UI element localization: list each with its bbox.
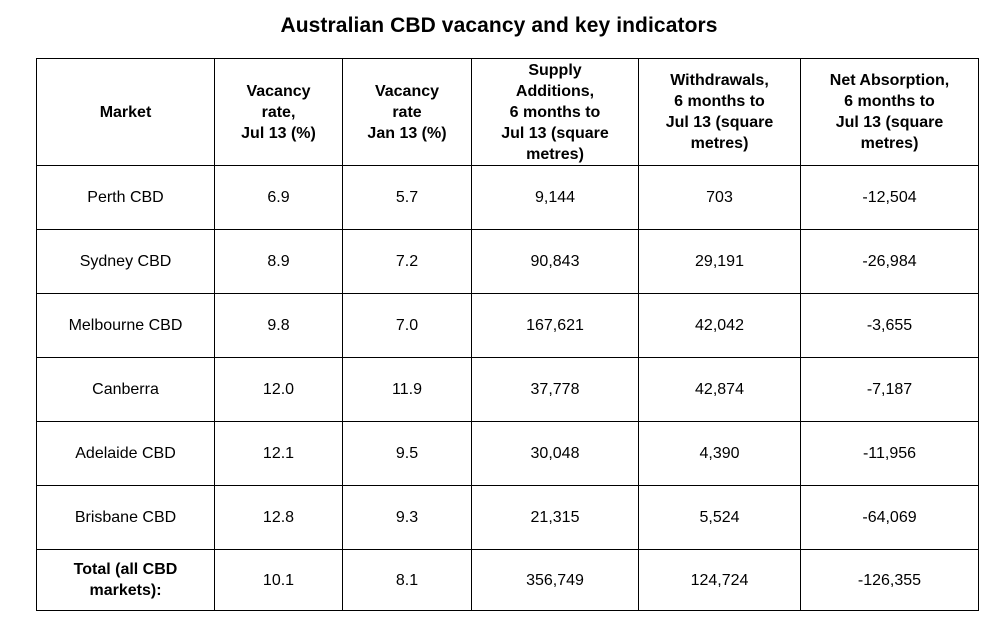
cell-market: Melbourne CBD: [36, 293, 215, 358]
header-supply-additions: Supply Additions, 6 months to Jul 13 (sq…: [471, 58, 639, 166]
cell-market: Sydney CBD: [36, 229, 215, 294]
cell-net-absorption: -26,984: [800, 229, 979, 294]
table-row: Melbourne CBD 9.8 7.0 167,621 42,042 -3,…: [36, 293, 979, 358]
cell-net-absorption: -64,069: [800, 485, 979, 550]
total-row: Total (all CBD markets): 10.1 8.1 356,74…: [36, 549, 979, 611]
cell-vacancy-jul13: 9.8: [214, 293, 343, 358]
cell-withdrawals: 42,042: [638, 293, 801, 358]
cell-vacancy-jul13: 6.9: [214, 165, 343, 230]
cell-net-absorption: -11,956: [800, 421, 979, 486]
cell-net-absorption: -7,187: [800, 357, 979, 422]
table-row: Canberra 12.0 11.9 37,778 42,874 -7,187: [36, 357, 979, 422]
cell-vacancy-jul13: 12.1: [214, 421, 343, 486]
cell-net-absorption: -3,655: [800, 293, 979, 358]
cell-market: Canberra: [36, 357, 215, 422]
cell-total-withdrawals: 124,724: [638, 549, 801, 611]
cell-vacancy-jan13: 9.3: [342, 485, 472, 550]
indicators-table: Market Vacancy rate, Jul 13 (%) Vacancy …: [36, 58, 979, 611]
cell-supply-additions: 9,144: [471, 165, 639, 230]
cell-total-supply-additions: 356,749: [471, 549, 639, 611]
header-row: Market Vacancy rate, Jul 13 (%) Vacancy …: [36, 58, 979, 166]
cell-supply-additions: 90,843: [471, 229, 639, 294]
cell-vacancy-jul13: 12.0: [214, 357, 343, 422]
cell-total-vacancy-jan13: 8.1: [342, 549, 472, 611]
cell-withdrawals: 29,191: [638, 229, 801, 294]
cell-net-absorption: -12,504: [800, 165, 979, 230]
cell-withdrawals: 4,390: [638, 421, 801, 486]
cell-vacancy-jan13: 11.9: [342, 357, 472, 422]
header-vacancy-jan13: Vacancy rate Jan 13 (%): [342, 58, 472, 166]
page-title: Australian CBD vacancy and key indicator…: [280, 14, 718, 37]
cell-supply-additions: 37,778: [471, 357, 639, 422]
cell-vacancy-jan13: 7.2: [342, 229, 472, 294]
cell-vacancy-jan13: 9.5: [342, 421, 472, 486]
cell-vacancy-jan13: 7.0: [342, 293, 472, 358]
header-vacancy-jul13: Vacancy rate, Jul 13 (%): [214, 58, 343, 166]
header-net-absorption: Net Absorption, 6 months to Jul 13 (squa…: [800, 58, 979, 166]
cell-vacancy-jul13: 8.9: [214, 229, 343, 294]
table-row: Adelaide CBD 12.1 9.5 30,048 4,390 -11,9…: [36, 421, 979, 486]
cell-vacancy-jul13: 12.8: [214, 485, 343, 550]
cell-market: Adelaide CBD: [36, 421, 215, 486]
header-withdrawals: Withdrawals, 6 months to Jul 13 (square …: [638, 58, 801, 166]
cell-withdrawals: 42,874: [638, 357, 801, 422]
table-row: Sydney CBD 8.9 7.2 90,843 29,191 -26,984: [36, 229, 979, 294]
table-row: Perth CBD 6.9 5.7 9,144 703 -12,504: [36, 165, 979, 230]
cell-market: Perth CBD: [36, 165, 215, 230]
header-market: Market: [36, 58, 215, 166]
cell-supply-additions: 167,621: [471, 293, 639, 358]
cell-total-label: Total (all CBD markets):: [36, 549, 215, 611]
cell-market: Brisbane CBD: [36, 485, 215, 550]
cell-total-vacancy-jul13: 10.1: [214, 549, 343, 611]
table-row: Brisbane CBD 12.8 9.3 21,315 5,524 -64,0…: [36, 485, 979, 550]
cell-supply-additions: 30,048: [471, 421, 639, 486]
cell-withdrawals: 5,524: [638, 485, 801, 550]
cell-total-net-absorption: -126,355: [800, 549, 979, 611]
cell-withdrawals: 703: [638, 165, 801, 230]
cell-vacancy-jan13: 5.7: [342, 165, 472, 230]
cell-supply-additions: 21,315: [471, 485, 639, 550]
